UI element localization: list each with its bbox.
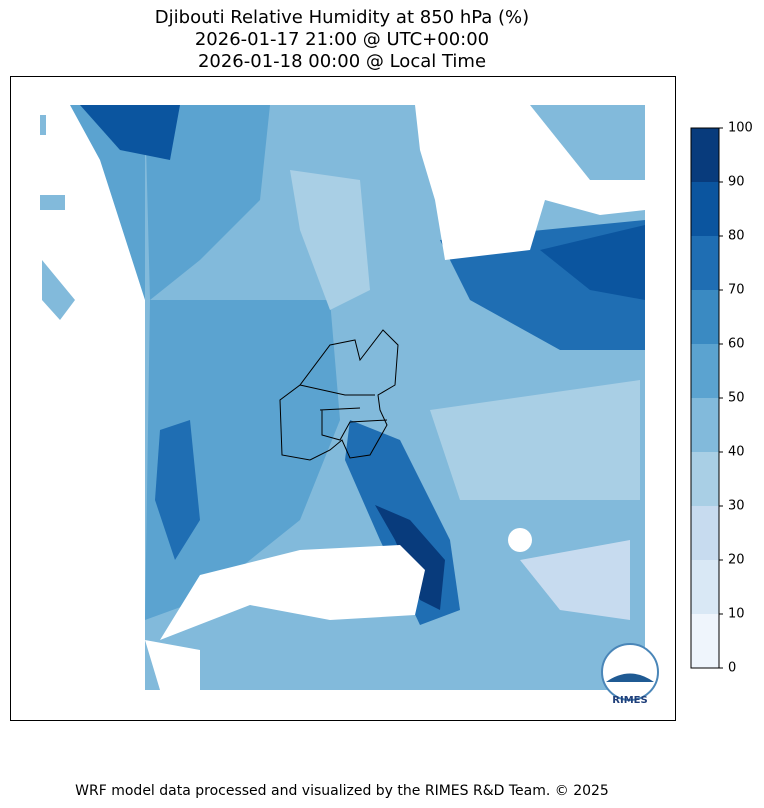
contour: [155, 420, 200, 560]
colorbar-segment: [691, 614, 719, 668]
colorbar-tick-label: 60: [728, 337, 745, 352]
colorbar-tick-label: 100: [728, 121, 753, 136]
island: [40, 115, 75, 320]
title-line: 2026-01-18 00:00 @ Local Time: [198, 51, 486, 72]
colorbar-segment: [691, 398, 719, 452]
colorbar-tick-label: 10: [728, 607, 745, 622]
contour: [520, 540, 630, 620]
colorbar-tick-label: 80: [728, 229, 745, 244]
footer: WRF model data processed and visualized …: [75, 783, 609, 799]
colorbar-tick-label: 20: [728, 553, 745, 568]
colorbar-segment: [691, 290, 719, 344]
contour: [530, 105, 645, 180]
colorbar: 0 10 20 30 40 50 60 70 80 90 100: [690, 121, 753, 676]
colorbar-segment: [691, 344, 719, 398]
colorbar-tick-label: 30: [728, 499, 745, 514]
logo-text: RIMES: [612, 695, 647, 706]
colorbar-tick-label: 40: [728, 445, 745, 460]
colorbar-tick-label: 70: [728, 283, 745, 298]
colorbar-tick-label: 0: [728, 661, 736, 676]
no-data: [508, 528, 532, 552]
colorbar-segment: [691, 182, 719, 236]
title-line: 2026-01-17 21:00 @ UTC+00:00: [195, 29, 489, 50]
contour: [145, 105, 270, 300]
contour: [80, 105, 180, 160]
colorbar-segment: [691, 452, 719, 506]
map: RIMES: [40, 105, 659, 706]
contour: [145, 300, 340, 620]
colorbar-segment: [691, 560, 719, 614]
colorbar-tick-label: 90: [728, 175, 745, 190]
colorbar-tick-label: 50: [728, 391, 745, 406]
no-data: [160, 545, 425, 640]
country-border: [279, 329, 399, 461]
no-data: [145, 640, 200, 690]
colorbar-segment: [691, 128, 719, 182]
contour: [540, 225, 645, 300]
logo-wave: [606, 673, 654, 682]
map-frame: [10, 76, 676, 721]
logo: [601, 643, 659, 701]
title-line: Djibouti Relative Humidity at 850 hPa (%…: [155, 7, 529, 28]
humidity-field: [70, 105, 145, 300]
colorbar-segment: [691, 506, 719, 560]
colorbar-segment: [691, 236, 719, 290]
contour: [430, 380, 640, 500]
contour: [290, 170, 370, 310]
